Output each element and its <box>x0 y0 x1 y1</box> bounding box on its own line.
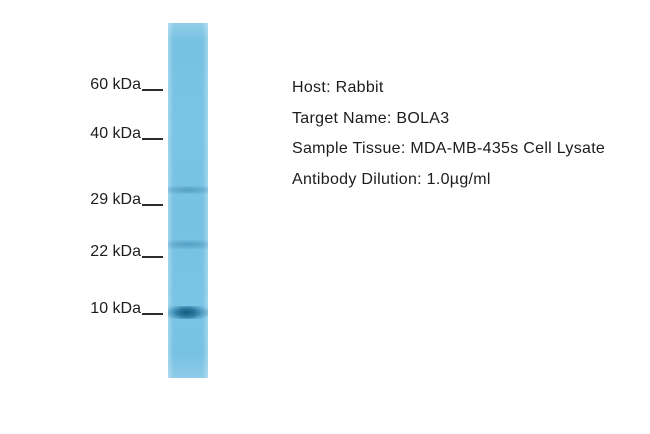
marker-tick <box>142 313 163 315</box>
marker-29kda: 29 kDa <box>60 191 163 209</box>
blot-band-faint-mid <box>168 239 208 249</box>
marker-label: 29 kDa <box>90 191 141 208</box>
marker-60kda: 60 kDa <box>60 76 163 94</box>
marker-label: 10 kDa <box>90 300 141 317</box>
marker-tick <box>142 138 163 140</box>
marker-40kda: 40 kDa <box>60 125 163 143</box>
info-host: Host: Rabbit <box>292 79 384 96</box>
marker-22kda: 22 kDa <box>60 243 163 261</box>
info-sample: Sample Tissue: MDA-MB-435s Cell Lysate <box>292 140 606 157</box>
info-target: Target Name: BOLA3 <box>292 109 450 127</box>
marker-tick <box>142 256 163 258</box>
marker-10kda: 10 kDa <box>60 300 163 318</box>
marker-label: 40 kDa <box>90 125 141 142</box>
marker-tick <box>142 89 163 91</box>
info-block: Host: Rabbit Target Name: BOLA3 Sample T… <box>292 73 605 195</box>
info-dilution: Antibody Dilution: 1.0µg/ml <box>292 170 491 188</box>
blot-band-faint-upper <box>168 186 208 194</box>
marker-label: 22 kDa <box>90 243 141 260</box>
blot-band-strong-10kda <box>168 305 208 319</box>
marker-label: 60 kDa <box>90 76 141 93</box>
blot-lane <box>168 23 208 378</box>
marker-tick <box>142 204 163 206</box>
